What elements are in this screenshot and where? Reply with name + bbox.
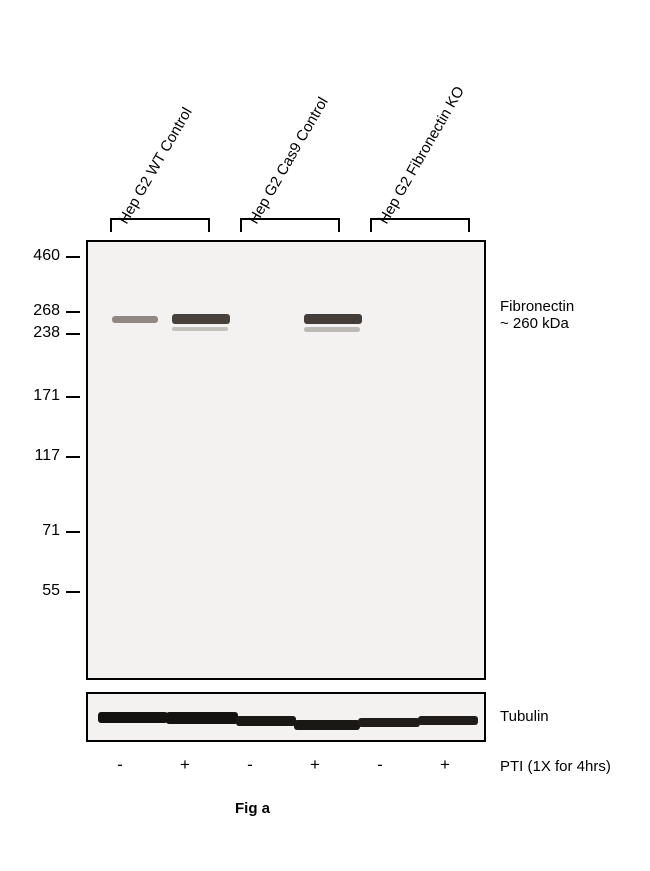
mw-tick <box>66 531 80 533</box>
band-fibronectin-faint <box>304 327 360 332</box>
pti-mark: + <box>436 755 454 775</box>
lane-label-cas9: Hep G2 Cas9 Control <box>245 94 331 227</box>
band-fibronectin <box>112 316 158 323</box>
band-tubulin <box>166 712 238 724</box>
mw-value: 71 <box>42 522 60 539</box>
pti-mark-text: + <box>310 755 320 774</box>
pti-mark: + <box>176 755 194 775</box>
bracket-top <box>370 218 470 220</box>
mw-value: 171 <box>33 387 60 404</box>
lane-bracket <box>240 218 340 236</box>
bracket-left <box>240 218 242 232</box>
mw-tick <box>66 311 80 313</box>
mw-tick <box>66 396 80 398</box>
pti-mark: - <box>241 755 259 775</box>
band-tubulin <box>358 718 420 727</box>
lane-label-wt: Hep G2 WT Control <box>115 105 195 227</box>
mw-label: 460 <box>18 247 60 265</box>
bracket-right <box>468 218 470 232</box>
lane-bracket <box>370 218 470 236</box>
pti-mark: - <box>371 755 389 775</box>
lane-label-text: Hep G2 Cas9 Control <box>245 94 331 227</box>
pti-label-text: PTI (1X for 4hrs) <box>500 758 611 775</box>
mw-tick <box>66 591 80 593</box>
bracket-top <box>240 218 340 220</box>
pti-label: PTI (1X for 4hrs) <box>500 758 611 775</box>
bracket-left <box>110 218 112 232</box>
band-fibronectin-faint <box>172 327 228 331</box>
band-tubulin <box>294 720 360 730</box>
pti-mark-text: - <box>377 755 383 774</box>
loading-label: Tubulin <box>500 708 549 725</box>
band-tubulin <box>98 712 168 723</box>
lane-bracket <box>110 218 210 236</box>
mw-label: 268 <box>18 302 60 320</box>
mw-label: 55 <box>18 582 60 600</box>
annotation-line: Fibronectin <box>500 298 574 315</box>
mw-label: 171 <box>18 387 60 405</box>
figure-caption-text: Fig a <box>235 800 270 817</box>
target-annotation: Fibronectin ~ 260 kDa <box>500 298 574 332</box>
loading-label-text: Tubulin <box>500 708 549 725</box>
pti-mark-text: - <box>247 755 253 774</box>
loading-blot <box>86 692 486 742</box>
lane-label-text: Hep G2 WT Control <box>115 105 195 227</box>
mw-label: 71 <box>18 522 60 540</box>
mw-label: 238 <box>18 324 60 342</box>
figure-container: Hep G2 WT Control Hep G2 Cas9 Control He… <box>0 0 650 871</box>
mw-tick <box>66 333 80 335</box>
pti-mark-text: - <box>117 755 123 774</box>
mw-tick <box>66 256 80 258</box>
mw-tick <box>66 456 80 458</box>
mw-value: 55 <box>42 582 60 599</box>
band-tubulin <box>418 716 478 725</box>
pti-mark-text: + <box>440 755 450 774</box>
main-blot <box>86 240 486 680</box>
mw-label: 117 <box>18 447 60 465</box>
bracket-left <box>370 218 372 232</box>
bracket-top <box>110 218 210 220</box>
annotation-line: ~ 260 kDa <box>500 315 574 332</box>
band-tubulin <box>236 716 296 726</box>
mw-value: 117 <box>34 447 60 464</box>
mw-value: 268 <box>33 302 60 319</box>
pti-mark: + <box>306 755 324 775</box>
band-fibronectin <box>172 314 230 324</box>
band-fibronectin <box>304 314 362 324</box>
lane-label-ko: Hep G2 Fibronectin KO <box>375 83 468 227</box>
pti-mark-text: + <box>180 755 190 774</box>
figure-caption: Fig a <box>235 800 270 817</box>
bracket-right <box>338 218 340 232</box>
lane-label-text: Hep G2 Fibronectin KO <box>375 83 468 227</box>
mw-value: 238 <box>33 324 60 341</box>
bracket-right <box>208 218 210 232</box>
mw-value: 460 <box>33 247 60 264</box>
pti-mark: - <box>111 755 129 775</box>
